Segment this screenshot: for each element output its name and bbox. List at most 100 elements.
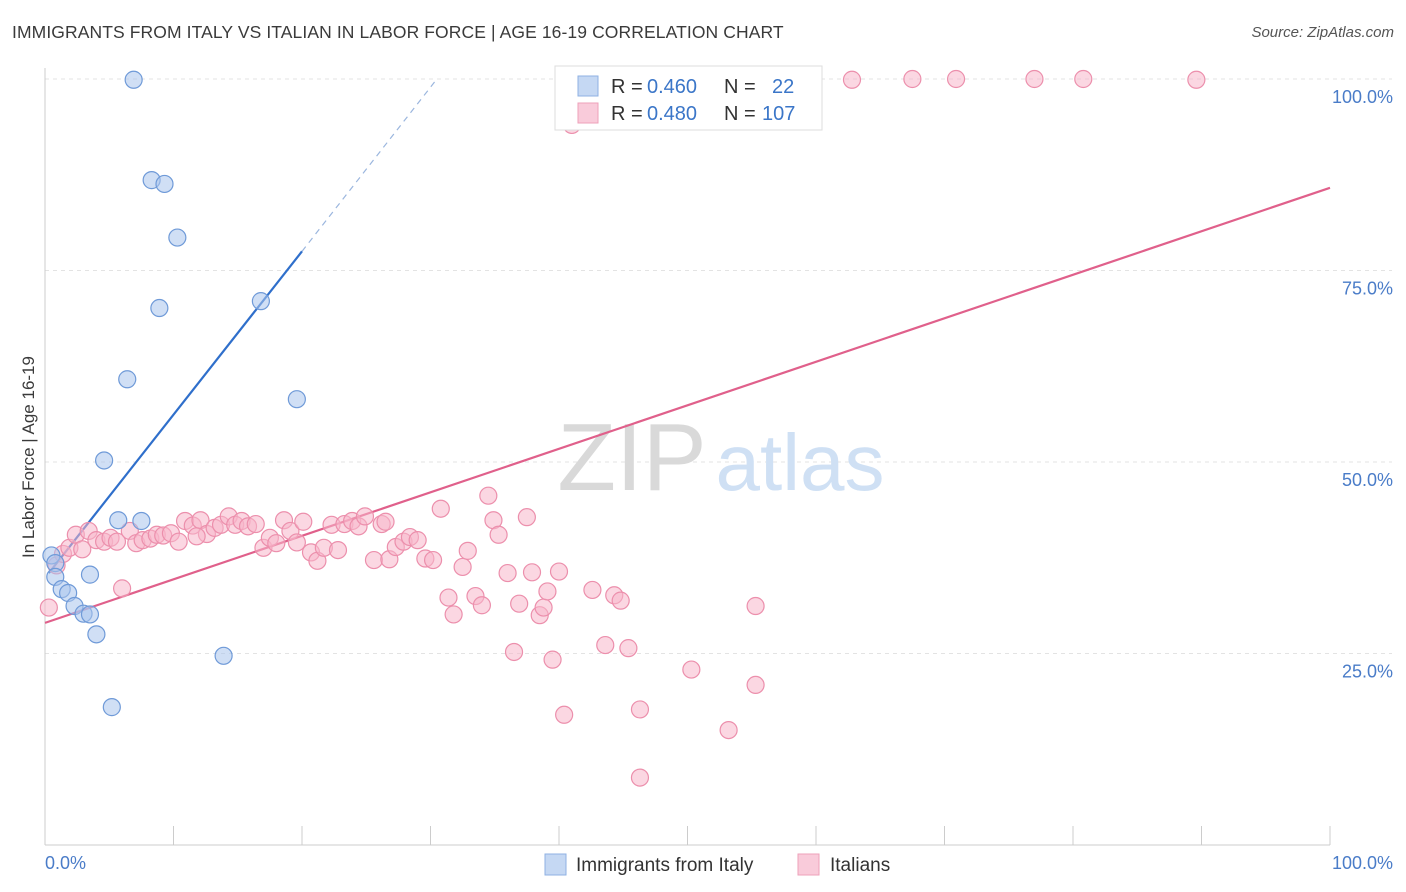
legend-n-label-1: N =: [724, 76, 756, 98]
point-italians: [328, 540, 348, 560]
point-italians: [1074, 69, 1093, 89]
point-italians: [112, 579, 132, 598]
point-immigrants: [102, 698, 121, 717]
point-italians: [458, 541, 477, 560]
bottom-legend-label-italians: Italians: [830, 855, 890, 876]
point-immigrants: [118, 370, 137, 389]
bottom-legend-swatch-italians: [797, 853, 820, 876]
legend-r-label-2: R =: [611, 103, 643, 125]
x-tick-label: 100.0%: [1332, 853, 1393, 873]
point-italians: [408, 531, 427, 550]
point-immigrants: [95, 451, 114, 470]
point-italians: [376, 512, 395, 531]
legend-box: [554, 65, 823, 131]
point-immigrants: [80, 605, 100, 624]
point-italians: [555, 705, 574, 724]
chart-title: IMMIGRANTS FROM ITALY VS ITALIAN IN LABO…: [12, 22, 784, 42]
legend-n-label-2: N =: [724, 103, 756, 125]
point-italians: [479, 486, 498, 505]
data-points: [39, 69, 1206, 787]
point-immigrants: [87, 625, 106, 644]
point-italians: [549, 562, 569, 581]
point-italians: [431, 499, 450, 518]
point-italians: [187, 527, 206, 546]
point-italians: [169, 532, 188, 551]
bottom-legend-swatch-immigrants: [544, 853, 567, 876]
point-italians: [498, 563, 517, 583]
point-immigrants: [109, 511, 128, 530]
point-italians: [444, 605, 463, 624]
legend: R = 0.460 N = 22 R = 0.480 N = 107: [554, 65, 823, 131]
point-italians: [472, 596, 491, 615]
point-immigrants: [132, 511, 151, 531]
point-italians: [504, 642, 524, 662]
trend-line-italians: [44, 186, 1331, 624]
point-italians: [746, 596, 765, 616]
point-immigrants: [155, 174, 174, 194]
point-italians: [534, 598, 553, 617]
point-italians: [903, 69, 922, 89]
point-italians: [1025, 69, 1044, 89]
point-italians: [39, 598, 58, 617]
point-italians: [489, 525, 508, 544]
point-italians: [619, 639, 638, 658]
point-immigrants: [80, 565, 100, 584]
point-italians: [355, 507, 375, 526]
point-italians: [439, 588, 458, 607]
point-italians: [510, 594, 529, 613]
trend-line-immigrants-extension: [301, 78, 438, 252]
point-italians: [267, 534, 286, 553]
bottom-legend: Immigrants from Italy Italians: [544, 853, 890, 876]
point-immigrants: [168, 228, 187, 247]
source-note: Source: ZipAtlas.com: [1251, 24, 1394, 41]
point-immigrants: [251, 292, 270, 311]
point-italians: [364, 550, 384, 570]
tick-labels: 25.0% 50.0% 75.0% 100.0% 0.0% 100.0%: [45, 87, 1393, 873]
point-italians: [522, 563, 542, 582]
point-italians: [287, 533, 306, 552]
point-italians: [543, 650, 562, 669]
point-italians: [583, 580, 602, 600]
axes: [44, 68, 1331, 846]
legend-r-value-2: 0.480: [647, 103, 697, 125]
legend-r-label-1: R =: [611, 76, 643, 98]
point-italians: [682, 660, 701, 679]
x-tick-label: 0.0%: [45, 853, 86, 873]
point-italians: [842, 70, 862, 89]
point-italians: [517, 508, 536, 527]
point-italians: [746, 675, 765, 695]
point-italians: [423, 550, 443, 570]
point-italians: [719, 720, 738, 740]
point-immigrants: [150, 298, 169, 318]
point-immigrants: [124, 70, 143, 89]
watermark-atlas: atlas: [716, 418, 885, 507]
y-tick-label: 75.0%: [1342, 279, 1393, 299]
watermark: ZIP atlas: [557, 404, 884, 511]
point-immigrants: [214, 646, 233, 665]
point-italians: [107, 532, 127, 551]
bottom-legend-label-immigrants: Immigrants from Italy: [576, 855, 754, 876]
point-italians: [630, 768, 650, 787]
point-italians: [246, 514, 265, 534]
legend-swatch-immigrants: [577, 75, 599, 97]
y-axis-label: In Labor Force | Age 16-19: [19, 356, 38, 558]
point-italians: [630, 700, 650, 719]
y-tick-label: 25.0%: [1342, 662, 1393, 682]
point-italians: [946, 69, 966, 89]
grid-lines: [45, 78, 1392, 654]
legend-swatch-italians: [577, 102, 599, 124]
point-italians: [1187, 70, 1206, 89]
point-italians: [538, 582, 557, 601]
point-italians: [73, 540, 92, 559]
point-italians: [611, 591, 630, 610]
legend-n-value-2: 107: [762, 103, 795, 125]
point-italians: [453, 557, 472, 577]
trend-lines: [44, 78, 1331, 624]
legend-r-value-1: 0.460: [647, 76, 697, 98]
y-tick-label: 50.0%: [1342, 470, 1393, 490]
legend-n-value-1: 22: [772, 76, 794, 98]
point-immigrants: [287, 390, 306, 409]
point-italians: [294, 512, 313, 531]
y-tick-label: 100.0%: [1332, 87, 1393, 107]
